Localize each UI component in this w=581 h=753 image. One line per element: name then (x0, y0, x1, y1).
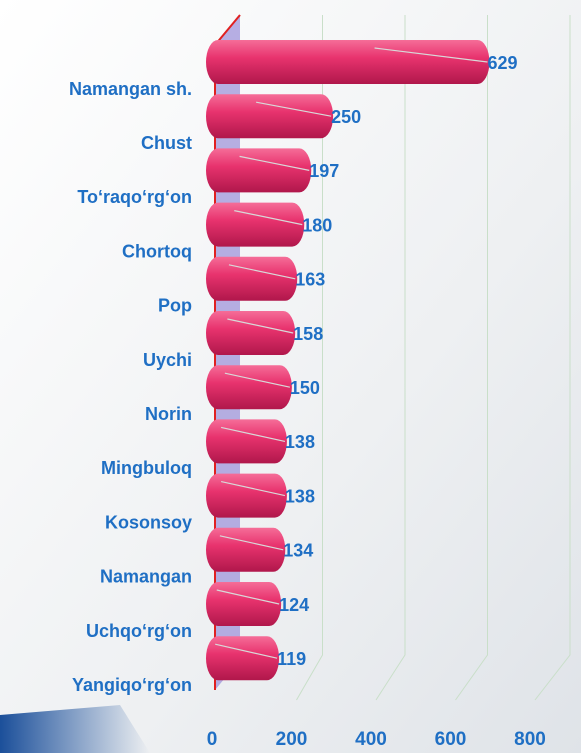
leader-line (216, 589, 280, 605)
leader-line (228, 264, 296, 280)
bar (206, 94, 334, 139)
leader-line (239, 155, 310, 171)
grid-line (296, 15, 323, 701)
y-tick-label: Uchqo‘rg‘on (86, 621, 192, 641)
leader-line (227, 318, 294, 334)
grid-line (375, 15, 406, 701)
y-tick-label: Kosonsoy (105, 512, 192, 532)
leader-line (374, 47, 488, 63)
y-tick-label: Pop (158, 296, 192, 316)
value-label: 629 (487, 53, 517, 73)
value-label: 138 (285, 432, 315, 452)
bar (206, 202, 305, 247)
x-tick-label: 800 (514, 729, 546, 750)
x-tick-label: 400 (355, 729, 387, 750)
y-tick-label: Chust (141, 133, 192, 153)
y-tick-label: Chortoq (122, 241, 192, 261)
leader-line (215, 643, 278, 659)
leader-line (220, 481, 286, 497)
x-tick-label: 0 (207, 729, 218, 750)
bar (206, 527, 286, 572)
leader-line (256, 101, 332, 117)
x-tick-label: 200 (276, 729, 308, 750)
leader-line (220, 426, 286, 442)
value-label: 163 (295, 270, 325, 290)
leader-line (224, 372, 291, 388)
leader-line (219, 535, 284, 551)
value-label: 180 (302, 215, 332, 235)
y-tick-label: Namangan sh. (69, 79, 192, 99)
bar (206, 419, 287, 464)
bar (206, 40, 490, 84)
y-tick-label: Mingbuloq (101, 458, 192, 478)
bar (206, 256, 298, 301)
bar (206, 582, 282, 626)
bar (206, 148, 312, 193)
bar (206, 365, 292, 410)
value-label: 150 (290, 378, 320, 398)
bar (206, 636, 280, 681)
x-tick-label: 600 (435, 729, 467, 750)
value-label: 119 (277, 649, 306, 669)
y-tick-label: Uychi (143, 350, 192, 370)
y-tick-label: Norin (145, 404, 192, 424)
value-label: 158 (293, 324, 323, 344)
value-label: 124 (279, 595, 309, 615)
grid-line (455, 15, 488, 701)
corner-decoration (0, 705, 150, 753)
value-label: 138 (285, 486, 315, 506)
leader-line (234, 210, 303, 226)
bar (206, 311, 296, 355)
grid-line (534, 15, 571, 701)
value-label: 197 (309, 161, 339, 181)
y-tick-label: To‘raqo‘rg‘on (77, 187, 192, 207)
value-label: 134 (283, 541, 313, 561)
y-tick-label: Namangan (100, 567, 192, 587)
value-label: 250 (331, 107, 361, 127)
y-tick-label: Yangiqo‘rg‘on (72, 675, 192, 695)
bar (206, 473, 287, 518)
